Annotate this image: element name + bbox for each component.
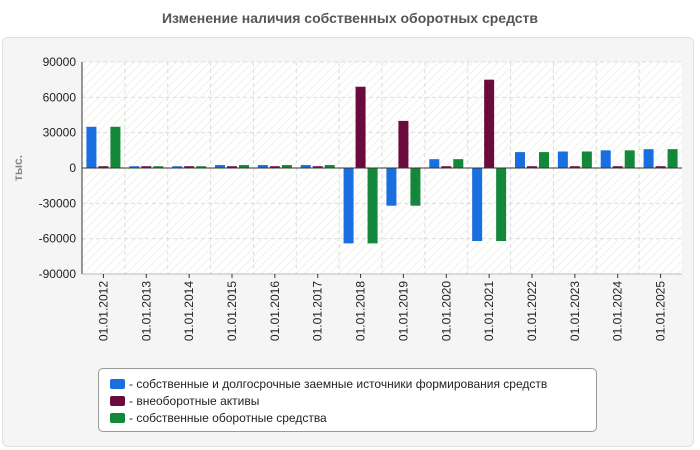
y-tick-label: 0 (69, 161, 76, 175)
bar (172, 166, 183, 168)
bar (129, 166, 140, 168)
x-tick-label: 01.01.2013 (139, 281, 153, 341)
y-tick-label: 30000 (43, 126, 77, 140)
bar (215, 165, 225, 168)
bar (343, 168, 354, 244)
bar (655, 166, 666, 168)
legend-swatch (110, 395, 125, 406)
bar (227, 166, 237, 168)
bar (386, 168, 397, 206)
chart-title: Изменение наличия собственных оборотных … (161, 10, 539, 26)
y-axis-label: тыс. (11, 155, 25, 181)
x-tick-label: 01.01.2017 (311, 281, 325, 341)
x-tick-label: 01.01.2015 (225, 281, 239, 341)
bar (398, 120, 409, 168)
bar (515, 152, 525, 168)
bar (367, 168, 378, 244)
bar (239, 165, 249, 168)
bar (300, 165, 311, 168)
bar (324, 165, 335, 168)
bar (355, 86, 366, 168)
x-tick-label: 01.01.2023 (568, 281, 582, 341)
legend-label: - собственные и долгосрочные заемные ист… (129, 376, 548, 391)
legend-label: - собственные оборотные средства (129, 410, 327, 425)
legend-label: - внеоборотные активы (129, 393, 260, 408)
bar (472, 168, 483, 242)
legend-item: - внеоборотные активы (99, 392, 596, 409)
axes: 90000 60000 30000 0 -30000 -60000 -90000 01.01.… (39, 55, 682, 341)
bar (600, 150, 611, 168)
bar (612, 166, 623, 168)
bar (569, 166, 580, 168)
x-tick-label: 01.01.2012 (96, 281, 110, 341)
y-tick-label: -60000 (39, 232, 77, 246)
bar (441, 166, 452, 168)
legend-swatch (110, 412, 125, 423)
x-tick-label: 01.01.2022 (525, 281, 539, 341)
bar (667, 149, 678, 168)
bar (624, 150, 635, 168)
y-tick-label: -90000 (39, 267, 77, 281)
legend-item: - собственные оборотные средства (99, 409, 596, 426)
bar (269, 166, 280, 168)
x-tick-label: 01.01.2018 (354, 281, 368, 341)
bar (196, 166, 207, 168)
bar (98, 166, 109, 168)
bar (429, 159, 440, 168)
bar (557, 151, 568, 168)
bars (86, 79, 678, 244)
x-tick-label: 01.01.2019 (396, 281, 410, 341)
bar (539, 152, 549, 168)
bar (257, 165, 268, 168)
bar (581, 151, 592, 168)
x-tick-label: 01.01.2021 (482, 281, 496, 341)
x-tick-label: 01.01.2016 (268, 281, 282, 341)
bar (453, 159, 464, 168)
y-tick-label: -30000 (39, 196, 77, 210)
bar (110, 126, 121, 168)
legend: - собственные и долгосрочные заемные ист… (98, 368, 597, 432)
bar (410, 168, 421, 206)
x-tick-label: 01.01.2020 (439, 281, 453, 341)
y-tick-label: 60000 (43, 90, 77, 104)
x-tick-label: 01.01.2025 (654, 281, 668, 341)
bar (86, 126, 97, 168)
legend-swatch (110, 378, 125, 389)
x-tick-label: 01.01.2014 (182, 281, 196, 341)
bar (643, 149, 654, 168)
x-tick-label: 01.01.2024 (611, 281, 625, 341)
bar (141, 166, 152, 168)
bar (527, 166, 537, 168)
bar (153, 166, 164, 168)
bar (484, 79, 495, 168)
bar (312, 166, 323, 168)
bar (184, 166, 195, 168)
bar (281, 165, 292, 168)
legend-item: - собственные и долгосрочные заемные ист… (99, 375, 596, 392)
bar (496, 168, 507, 242)
y-tick-label: 90000 (43, 55, 77, 69)
